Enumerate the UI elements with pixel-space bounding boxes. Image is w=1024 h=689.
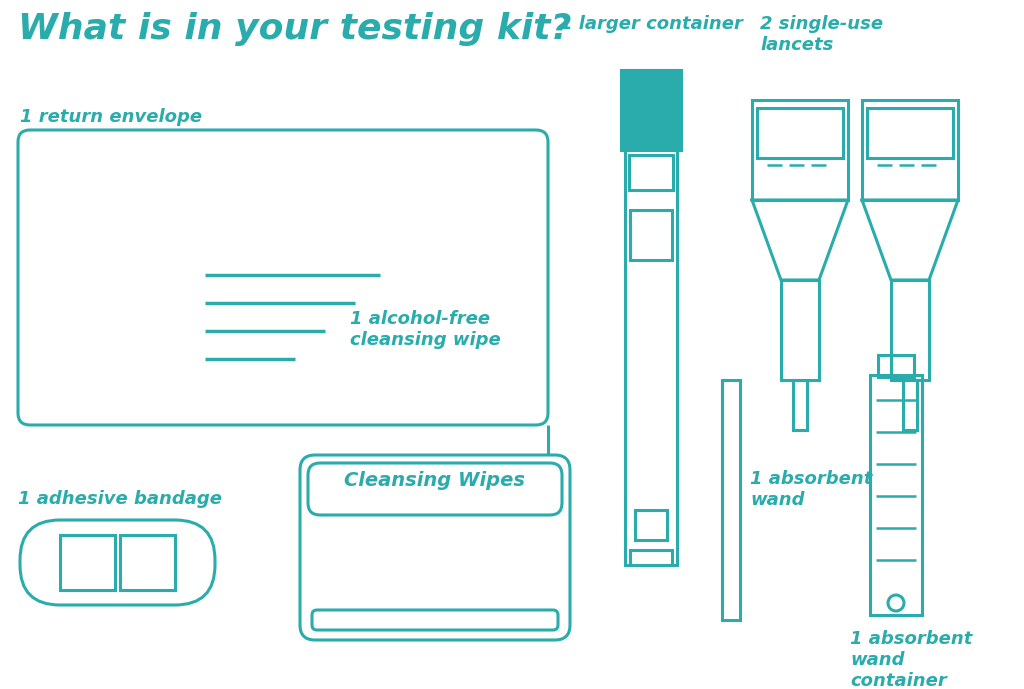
Bar <box>903 380 918 430</box>
Bar <box>722 380 740 620</box>
Bar <box>793 380 807 430</box>
Bar <box>120 535 175 590</box>
Bar <box>630 210 672 260</box>
Bar <box>752 100 848 200</box>
Bar <box>891 280 929 380</box>
Text: What is in your testing kit?: What is in your testing kit? <box>18 12 571 46</box>
Text: Cleansing Wipes: Cleansing Wipes <box>344 471 525 490</box>
Text: 1 absorbent
wand
container: 1 absorbent wand container <box>850 630 973 689</box>
Bar <box>60 535 115 590</box>
Bar <box>870 375 922 615</box>
Text: 1 alcohol-free
cleansing wipe: 1 alcohol-free cleansing wipe <box>350 310 501 349</box>
Bar <box>781 280 819 380</box>
Bar <box>757 108 843 158</box>
Bar <box>867 108 953 158</box>
Bar <box>625 70 677 565</box>
Text: 2 single-use
lancets: 2 single-use lancets <box>760 15 883 54</box>
Bar <box>878 355 914 377</box>
Bar <box>621 70 681 150</box>
Text: 1 larger container: 1 larger container <box>560 15 742 33</box>
Text: 1 absorbent
wand: 1 absorbent wand <box>750 470 872 508</box>
Text: 1 return envelope: 1 return envelope <box>20 108 202 126</box>
Text: 1 adhesive bandage: 1 adhesive bandage <box>18 490 222 508</box>
Bar <box>862 100 958 200</box>
Bar <box>635 510 667 540</box>
Bar <box>629 155 673 190</box>
Bar <box>630 550 672 565</box>
